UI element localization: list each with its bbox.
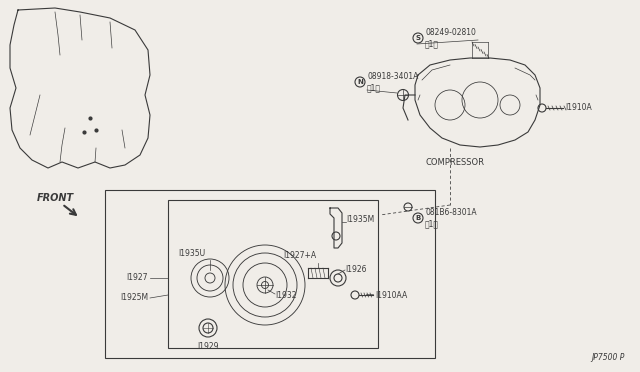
- Text: 08918-3401A
（1）: 08918-3401A （1）: [367, 72, 419, 92]
- Text: I1910A: I1910A: [565, 103, 592, 112]
- Text: 08249-02810
（1）: 08249-02810 （1）: [425, 28, 476, 48]
- Text: FRONT: FRONT: [36, 193, 74, 203]
- Text: I1926: I1926: [345, 266, 367, 275]
- Text: S: S: [415, 35, 420, 41]
- Text: I1935M: I1935M: [346, 215, 374, 224]
- Text: COMPRESSOR: COMPRESSOR: [426, 158, 484, 167]
- Text: I1927: I1927: [127, 273, 148, 282]
- Text: I1925M: I1925M: [120, 294, 148, 302]
- Text: I1929: I1929: [197, 342, 219, 351]
- Text: N: N: [357, 79, 363, 85]
- Text: B: B: [415, 215, 420, 221]
- Text: I1927+A: I1927+A: [284, 251, 317, 260]
- Text: 081B6-8301A
（1）: 081B6-8301A （1）: [425, 208, 477, 228]
- Bar: [168, 200, 378, 348]
- Text: I1932: I1932: [275, 291, 296, 299]
- Text: JP7500 P: JP7500 P: [591, 353, 625, 362]
- Text: I1910AA: I1910AA: [375, 291, 407, 299]
- Bar: [105, 190, 435, 358]
- Text: I1935U: I1935U: [179, 249, 205, 258]
